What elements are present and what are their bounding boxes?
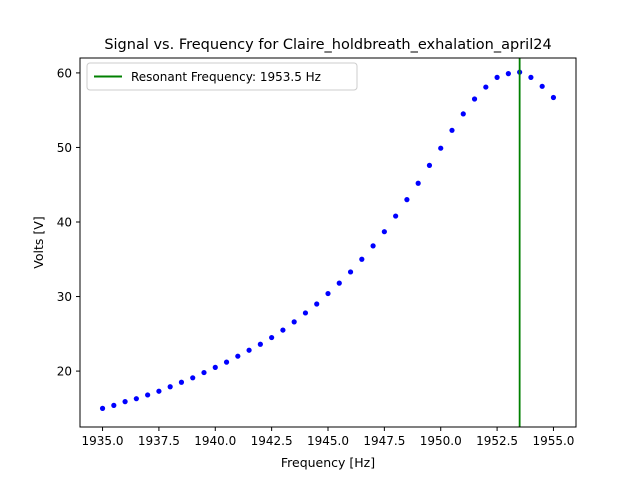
data-point [415,180,421,186]
data-point [325,290,331,297]
data-point [359,256,365,262]
x-tick-label: 1950.0 [420,434,462,448]
data-point [404,197,410,203]
x-axis-ticks: 1935.0 1937.5 1940.0 1942.5 1945.0 1947.5 1950… [82,427,574,448]
data-point [246,347,252,353]
data-point [494,74,500,80]
data-point [235,353,241,359]
data-point [156,388,162,394]
data-point [111,402,117,408]
x-tick-label: 1942.5 [251,434,293,448]
y-axis-label: Volts [V] [31,216,46,268]
data-point [145,392,151,398]
x-tick-label: 1945.0 [307,434,349,448]
data-point [539,83,545,89]
data-point [122,399,128,405]
data-point [99,405,106,411]
y-tick-label: 20 [57,365,72,379]
x-tick-label: 1952.5 [476,434,518,448]
legend-box [86,62,358,91]
data-point [269,334,275,341]
x-tick-label: 1937.5 [138,434,180,448]
data-point [381,229,387,235]
y-tick-label: 30 [57,290,72,304]
data-point [257,341,263,347]
x-tick-label: 1947.5 [363,434,405,448]
data-point [314,301,320,307]
data-point [212,364,218,370]
data-point [291,319,297,325]
legend: Resonant Frequency: 1953.5 Hz [86,62,358,91]
y-tick-label: 40 [57,216,72,230]
data-point [460,111,466,117]
data-point [550,94,557,101]
data-point [528,74,534,80]
data-point [280,327,286,333]
x-tick-label: 1940.0 [194,434,236,448]
data-point [178,379,185,385]
legend-label-resonant-frequency: Resonant Frequency: 1953.5 Hz [131,70,321,84]
data-point [302,310,309,316]
data-point [426,162,433,168]
plot-area [80,58,576,427]
data-point [393,213,399,219]
y-tick-label: 60 [57,66,72,80]
data-point [223,359,230,365]
data-point [133,396,139,402]
y-axis-ticks: 20 30 40 50 60 [57,66,80,379]
data-point [336,280,342,286]
data-point [505,71,511,77]
data-point [370,243,376,249]
x-tick-label: 1935.0 [82,434,124,448]
data-layer [99,69,557,411]
x-axis-label: Frequency [Hz] [281,455,375,470]
data-point [438,145,444,151]
y-tick-label: 50 [57,141,72,155]
chart-title: Signal vs. Frequency for Claire_holdbrea… [104,37,551,53]
data-point [449,127,455,133]
data-point [190,375,196,381]
data-point [347,269,354,275]
x-tick-label: 1955.0 [532,434,574,448]
data-point [471,96,478,102]
data-point [201,369,207,376]
data-point [167,384,173,390]
data-point [483,84,489,90]
